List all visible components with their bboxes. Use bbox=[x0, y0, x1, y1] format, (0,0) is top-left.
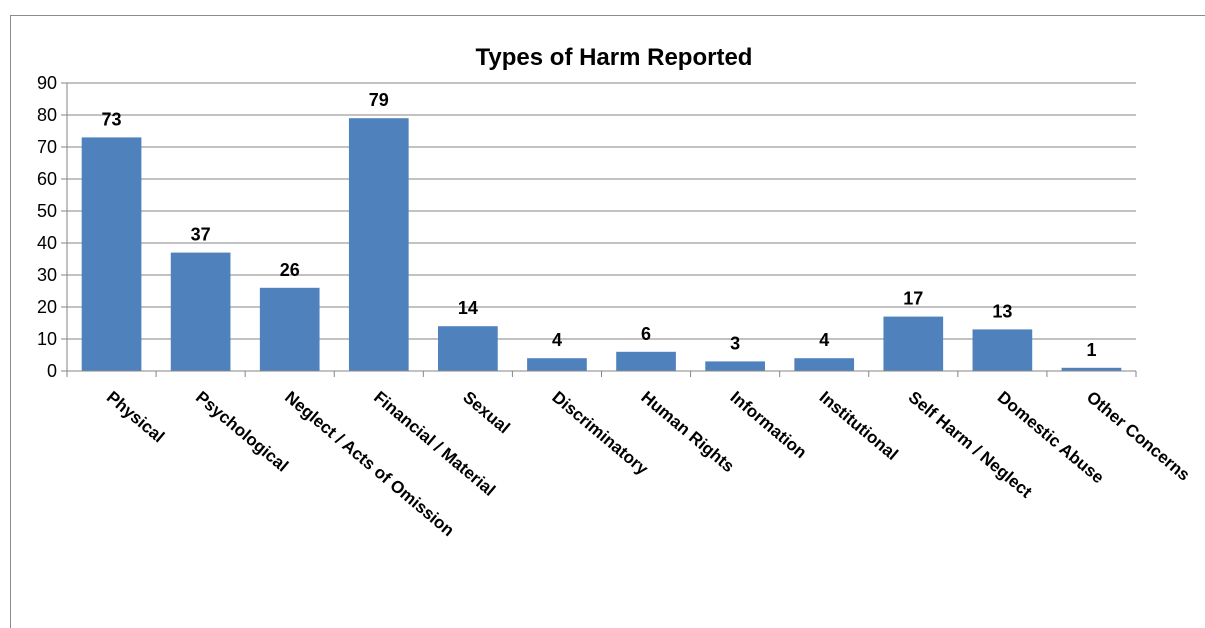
x-tick-label: Psychological bbox=[192, 388, 292, 476]
gridlines bbox=[67, 82, 1136, 340]
data-label: 6 bbox=[641, 324, 651, 344]
y-tick-label: 50 bbox=[37, 201, 57, 221]
x-tick-label: Neglect / Acts of Omission bbox=[281, 388, 458, 541]
bar bbox=[794, 358, 855, 371]
bar bbox=[705, 361, 765, 371]
y-tick-label: 60 bbox=[37, 169, 57, 189]
bar bbox=[972, 329, 1033, 371]
data-label: 37 bbox=[191, 225, 211, 245]
data-label: 73 bbox=[102, 109, 122, 129]
x-tick-label: Sexual bbox=[459, 388, 513, 438]
y-tick-label: 80 bbox=[37, 105, 57, 125]
axes bbox=[66, 83, 1137, 377]
y-tick-label: 30 bbox=[37, 265, 57, 285]
x-tick-label: Physical bbox=[103, 388, 168, 447]
bar bbox=[527, 358, 587, 371]
data-label: 79 bbox=[369, 90, 389, 110]
y-tick-label: 0 bbox=[47, 361, 57, 381]
data-label: 14 bbox=[458, 298, 478, 318]
x-tick-label: Human Rights bbox=[637, 388, 737, 477]
data-label: 26 bbox=[280, 260, 300, 280]
x-tick-label: Institutional bbox=[816, 388, 902, 464]
x-tick-label: Discriminatory bbox=[548, 388, 652, 479]
y-tick-label: 40 bbox=[37, 233, 57, 253]
data-label: 1 bbox=[1086, 340, 1096, 360]
data-label: 3 bbox=[730, 333, 740, 353]
bar bbox=[883, 316, 944, 371]
y-axis-ticks: 0 10 20 30 40 50 60 70 80 90 bbox=[37, 73, 67, 381]
x-tick-label: Information bbox=[727, 388, 811, 463]
chart-frame bbox=[10, 15, 1205, 628]
bar bbox=[616, 351, 676, 371]
data-labels: 73 37 26 79 14 4 6 3 4 17 13 1 bbox=[102, 90, 1097, 360]
data-label: 4 bbox=[552, 330, 562, 350]
bars bbox=[81, 118, 1122, 371]
bar bbox=[81, 137, 142, 371]
bar bbox=[259, 287, 320, 371]
y-tick-label: 90 bbox=[37, 73, 57, 93]
data-label: 17 bbox=[903, 289, 923, 309]
chart-title: Types of Harm Reported bbox=[476, 44, 753, 71]
bar bbox=[348, 118, 409, 371]
y-tick-label: 20 bbox=[37, 297, 57, 317]
data-label: 13 bbox=[992, 301, 1012, 321]
y-tick-label: 10 bbox=[37, 329, 57, 349]
bar bbox=[170, 252, 231, 371]
bar bbox=[1061, 367, 1122, 371]
bar bbox=[438, 326, 498, 371]
y-tick-label: 70 bbox=[37, 137, 57, 157]
data-label: 4 bbox=[819, 330, 829, 350]
